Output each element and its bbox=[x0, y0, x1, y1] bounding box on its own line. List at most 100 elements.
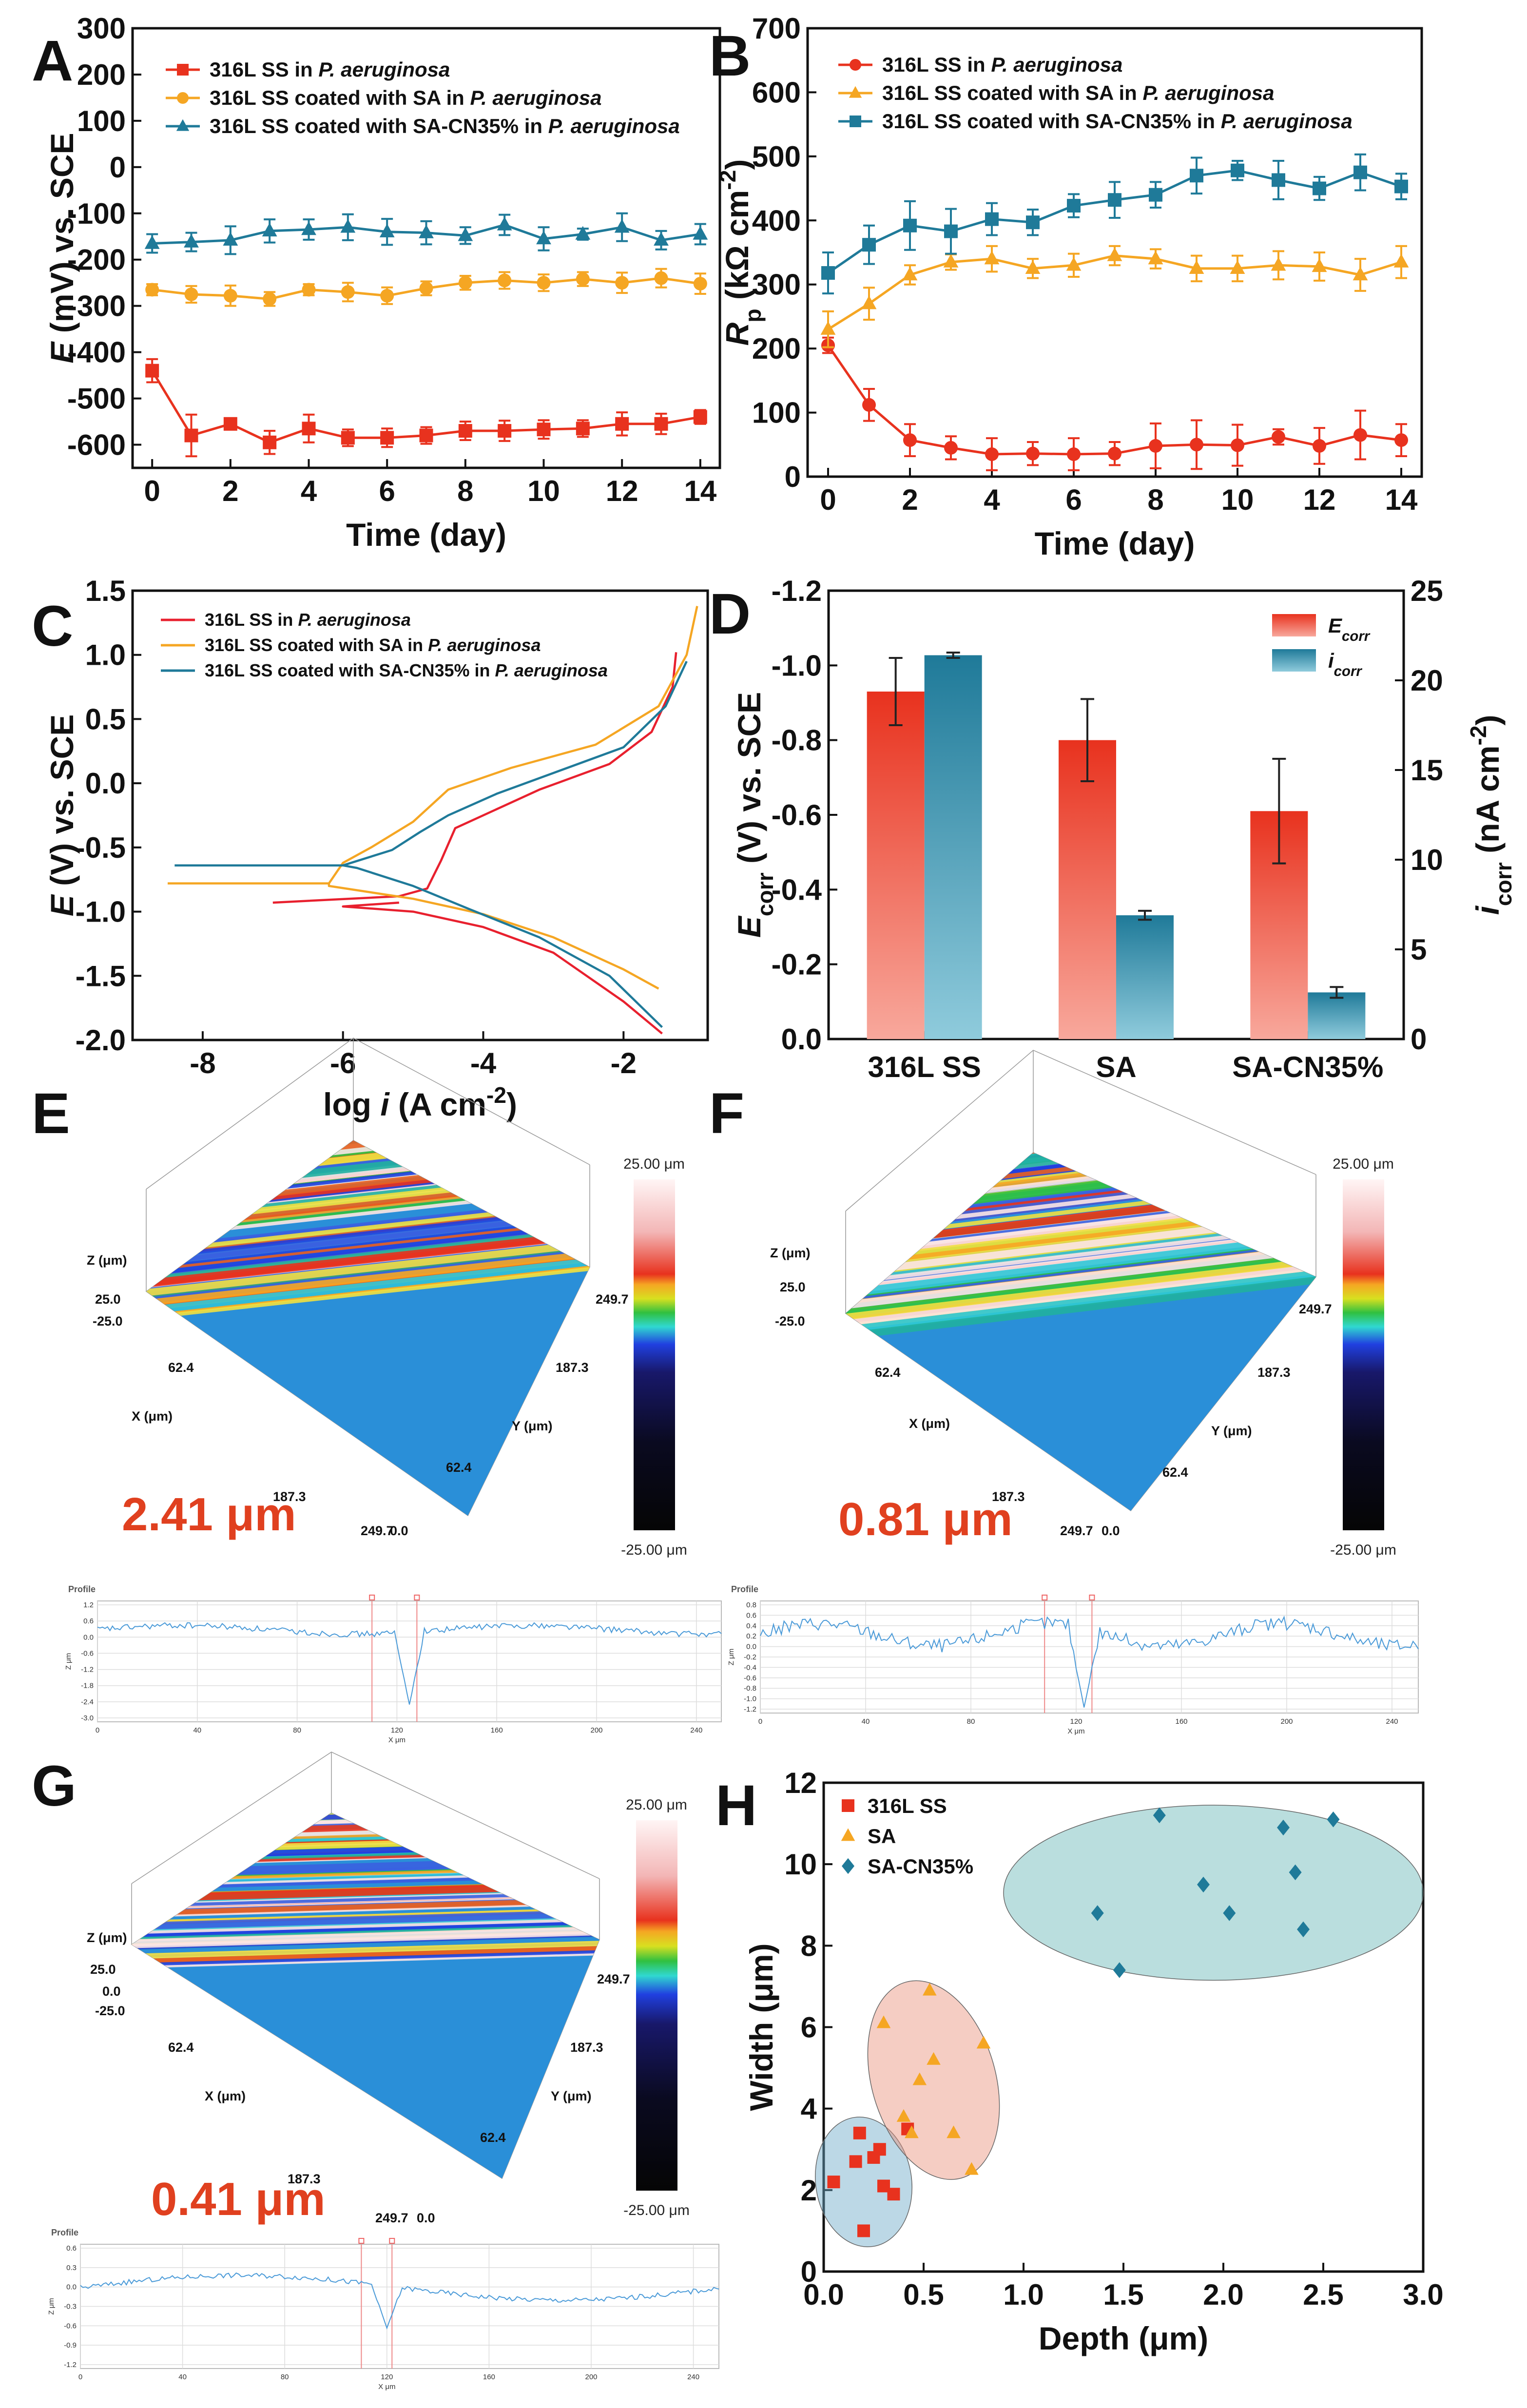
chart-A-point bbox=[341, 285, 355, 299]
surface-G-stripe bbox=[142, 1888, 599, 1907]
surface-G-stripe bbox=[282, 1813, 599, 1815]
chart-H-xtick-label: 1.0 bbox=[1003, 2278, 1044, 2311]
profile-E-title: Profile bbox=[68, 1584, 96, 1594]
chart-B-point bbox=[1026, 446, 1040, 461]
panel-D: D -1.2 -1.0 -0.8 -0.6 -0.4 -0.2 0.0 0 5 10 15 20 25 31… bbox=[709, 575, 1516, 1083]
chart-H-point bbox=[1113, 1962, 1126, 1978]
chart-A-ytick-label: 200 bbox=[77, 58, 126, 91]
surface-G-ztick: -25.0 bbox=[95, 2003, 125, 2018]
chart-A-point bbox=[575, 226, 591, 240]
chart-A-point bbox=[380, 289, 394, 303]
chart-H-ytick-label: 0 bbox=[801, 2255, 817, 2288]
chart-A-point bbox=[223, 232, 238, 246]
chart-B-point bbox=[1190, 169, 1203, 183]
chart-A-point bbox=[379, 223, 395, 237]
chart-A-point bbox=[302, 283, 316, 297]
chart-H-ytick-label: 2 bbox=[801, 2174, 817, 2207]
chart-B-point bbox=[861, 295, 877, 309]
chart-A-point bbox=[537, 276, 551, 290]
chart-B-ytick-label: 500 bbox=[752, 140, 801, 173]
surface-E-xlabel: X (μm) bbox=[132, 1409, 173, 1424]
surface-E-ytick: 249.7 bbox=[596, 1292, 629, 1307]
panel-letter-D: D bbox=[709, 582, 751, 646]
chart-A-point bbox=[654, 417, 668, 431]
chart-A-point bbox=[537, 423, 551, 437]
chart-B-ylabel: Rp (kΩ cm-2) bbox=[715, 159, 766, 346]
profile-E-marker bbox=[414, 1595, 420, 1600]
chart-H-point bbox=[947, 2125, 961, 2138]
profile-E-yunit: Z μm bbox=[64, 1653, 73, 1670]
chart-H-point bbox=[927, 2052, 941, 2065]
chart-C-legend-entry-part: P. aeruginosa bbox=[495, 660, 608, 680]
chart-B-ylabel-part: -2 bbox=[715, 170, 740, 190]
surface-G-xtick: 249.7 bbox=[375, 2211, 408, 2225]
chart-C-ylabel-part: (V) vs. SCE bbox=[44, 714, 80, 895]
chart-B-legend-entry-part: 316L SS in bbox=[882, 53, 991, 76]
chart-A-point bbox=[654, 271, 668, 285]
chart-H-ytick-label: 4 bbox=[801, 2093, 817, 2125]
chart-A-point bbox=[263, 292, 277, 306]
chart-D-bar bbox=[867, 692, 925, 1039]
surface-F-ztick: -25.0 bbox=[775, 1314, 805, 1329]
profile-F-ytick: 0.8 bbox=[746, 1601, 756, 1609]
chart-A-point bbox=[184, 233, 199, 248]
chart-H-ytick-label: 6 bbox=[801, 2011, 817, 2044]
profile-E-marker bbox=[369, 1595, 375, 1600]
chart-H-point bbox=[965, 2162, 979, 2175]
chart-H-point bbox=[1091, 1905, 1104, 1921]
chart-C-ytick-label: -2.0 bbox=[76, 1024, 126, 1057]
chart-A-legend-entry: 316L SS coated with SA in P. aeruginosa bbox=[210, 86, 602, 109]
surface-F-ztick: 25.0 bbox=[780, 1280, 806, 1294]
profile-G-xtick: 40 bbox=[178, 2373, 187, 2381]
chart-A-ytick-label: -500 bbox=[67, 383, 126, 415]
chart-B-legend-entry-part: 316L SS coated with SA in bbox=[882, 81, 1142, 104]
profile-G-ytick: 0.0 bbox=[66, 2283, 77, 2292]
chart-B-legend-entry-part: 316L SS coated with SA-CN35% in bbox=[882, 110, 1221, 133]
surface-E-map bbox=[146, 1140, 590, 1516]
chart-H-cluster-ellipse bbox=[867, 1980, 1000, 2180]
profile-F-ytick: -0.8 bbox=[744, 1684, 756, 1693]
surface-F-stripe bbox=[978, 1153, 1316, 1163]
surface-F-ytick: 187.3 bbox=[1257, 1365, 1291, 1380]
profile-F-xtick: 160 bbox=[1175, 1717, 1187, 1726]
chart-A-ytick-label: -200 bbox=[67, 244, 126, 276]
chart-D-ylabel-right-part: corr bbox=[1491, 862, 1516, 906]
chart-B-legend-entry: 316L SS in P. aeruginosa bbox=[882, 53, 1122, 76]
surface-E-colorbar bbox=[634, 1179, 675, 1530]
chart-D-bar bbox=[924, 655, 982, 1039]
chart-A-ytick-label: -600 bbox=[67, 429, 126, 462]
chart-A-point bbox=[419, 224, 434, 238]
chart-B-point bbox=[1026, 215, 1040, 230]
chart-D-ylabel-right-part: ) bbox=[1469, 715, 1506, 726]
chart-B-legend-entry-part: P. aeruginosa bbox=[1221, 110, 1353, 133]
profile-E-ytick: -1.8 bbox=[81, 1682, 94, 1690]
chart-D-ytick-label: -1.0 bbox=[772, 649, 822, 682]
chart-A-xtick-label: 2 bbox=[222, 475, 238, 507]
chart-D-category-label: SA bbox=[1096, 1051, 1136, 1083]
chart-A-point bbox=[536, 231, 551, 245]
chart-A-xtick-label: 0 bbox=[144, 475, 160, 507]
chart-D-ylabel-left-part: corr bbox=[753, 872, 778, 916]
profile-G-ytick: -0.3 bbox=[64, 2303, 77, 2311]
surface-G-stripe bbox=[132, 1940, 599, 1961]
chart-H-legend-entry: 316L SS bbox=[868, 1794, 947, 1817]
chart-H-xtick-label: 2.0 bbox=[1203, 2278, 1243, 2311]
chart-H-point bbox=[896, 2109, 911, 2122]
chart-B-point bbox=[903, 433, 917, 447]
chart-A-point bbox=[615, 276, 629, 290]
profile-G-ytick: -1.2 bbox=[64, 2361, 77, 2369]
chart-C-cathodic-curve bbox=[342, 901, 663, 1035]
chart-A-point bbox=[419, 281, 433, 295]
surface-G-ylabel: Y (μm) bbox=[551, 2089, 592, 2103]
chart-A-point bbox=[302, 422, 316, 436]
surface-G-ztick: 25.0 bbox=[90, 1962, 116, 1977]
chart-H-ytick-label: 8 bbox=[801, 1929, 817, 1962]
surface-G-map bbox=[132, 1813, 599, 2178]
profile-F-xtick: 0 bbox=[758, 1717, 762, 1726]
chart-D-ylabel-left-part: E bbox=[731, 915, 767, 938]
chart-H-point bbox=[827, 2176, 840, 2189]
surface-G-zlabel: Z (μm) bbox=[87, 1930, 127, 1945]
chart-B-ytick-label: 400 bbox=[752, 204, 801, 237]
chart-B-point bbox=[985, 212, 999, 226]
chart-H-legend-marker bbox=[841, 1828, 855, 1841]
